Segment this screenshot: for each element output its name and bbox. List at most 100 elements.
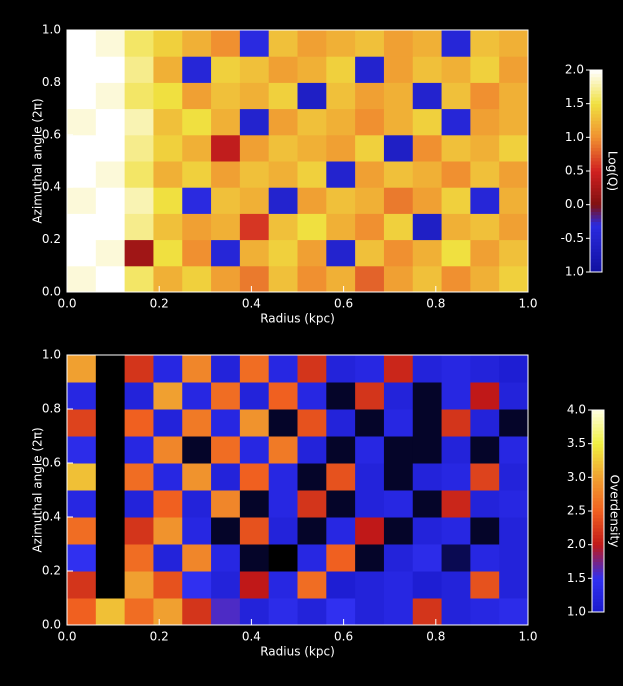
colorbar-segment [592, 598, 604, 603]
colorbar-segment [592, 578, 604, 583]
heat-cell [239, 517, 270, 545]
heat-cell [211, 30, 241, 57]
heat-cell [95, 490, 126, 518]
heat-cell [470, 436, 500, 464]
colorbar-segment [590, 238, 602, 243]
heat-cell [326, 30, 356, 57]
heat-cell [470, 409, 500, 437]
heat-cell [67, 544, 97, 572]
heat-cell [268, 490, 298, 518]
colorbar-tick-label: 1.5 [567, 571, 586, 585]
heat-cell [441, 544, 471, 572]
heat-cell [211, 187, 241, 214]
colorbar-segment [592, 571, 604, 576]
colorbar-segment [590, 73, 602, 78]
heat-cell [153, 161, 183, 188]
heat-cell [355, 30, 385, 57]
colorbar-segment [590, 228, 602, 233]
heat-cell [67, 355, 97, 383]
heat-cell [355, 382, 385, 410]
heat-cell [499, 187, 529, 214]
colorbar-segment [590, 197, 602, 202]
heat-cell [470, 382, 500, 410]
heat-cell [297, 436, 327, 464]
heat-cell [441, 571, 471, 599]
heat-cell [470, 265, 500, 293]
heat-cell [355, 82, 385, 110]
heat-cell [124, 213, 154, 241]
heat-cell [182, 517, 212, 545]
heat-cell [499, 436, 529, 464]
heat-cell [470, 187, 500, 214]
colorbar-segment [592, 436, 604, 441]
heat-cell [239, 134, 270, 162]
heat-cell [383, 436, 414, 464]
heat-cell [412, 490, 443, 518]
heat-cell [268, 82, 298, 110]
heat-cell [297, 598, 327, 626]
y-tick-label: 0.4 [42, 180, 61, 194]
heat-cell [182, 463, 212, 491]
heat-cell [153, 463, 183, 491]
heat-cell [326, 571, 356, 599]
heat-cell [297, 187, 327, 214]
heat-cell [383, 30, 414, 57]
heat-cell [441, 82, 471, 110]
colorbar-segment [590, 184, 602, 189]
heat-cell [182, 436, 212, 464]
heat-cell [383, 265, 414, 293]
colorbar-segment [590, 191, 602, 196]
heat-cell [268, 134, 298, 162]
colorbar-segment [592, 551, 604, 556]
heat-cell [67, 108, 97, 136]
heat-cell [124, 30, 154, 57]
colorbar-segment [590, 157, 602, 162]
x-tick-label: 0.6 [334, 297, 353, 311]
colorbar-segment [592, 480, 604, 485]
y-tick-label: 0.2 [42, 564, 61, 578]
heat-cell [499, 134, 529, 162]
heat-cell [239, 598, 270, 626]
heat-cell [124, 571, 154, 599]
heat-cell [297, 517, 327, 545]
heat-cell [470, 598, 500, 626]
heat-cell [182, 213, 212, 241]
heat-cell [441, 490, 471, 518]
heat-cell [412, 436, 443, 464]
heat-cell [297, 490, 327, 518]
colorbar-segment [590, 70, 602, 74]
colorbar-segment [592, 558, 604, 562]
heat-cell [499, 239, 529, 267]
colorbar-segment [590, 100, 602, 105]
heat-cell [182, 265, 212, 293]
heat-cell [153, 598, 183, 626]
colorbar-segment [590, 154, 602, 159]
heat-cell [239, 382, 270, 410]
heat-cell [95, 409, 126, 437]
heat-cell [153, 56, 183, 83]
heat-cell [211, 134, 241, 162]
heat-cell [182, 382, 212, 410]
heat-cell [383, 544, 414, 572]
heat-cell [383, 161, 414, 188]
heat-cell [412, 517, 443, 545]
heat-cell [412, 161, 443, 188]
colorbar-segment [590, 268, 602, 273]
heat-cell [67, 409, 97, 437]
heat-cell [95, 239, 126, 267]
heat-cell [124, 463, 154, 491]
y-tick-label: 0.0 [42, 618, 61, 632]
heat-cell [297, 161, 327, 188]
heat-cell [355, 490, 385, 518]
heat-cell [67, 30, 97, 57]
x-axis-label: Radius (kpc) [260, 312, 335, 326]
colorbar-segment [592, 467, 604, 472]
colorbar-segment [592, 531, 604, 536]
heat-cell [355, 409, 385, 437]
heat-cell [67, 463, 97, 491]
colorbar-tick-label: 1.0 [565, 130, 584, 144]
y-tick-label: 0.8 [42, 402, 61, 416]
colorbar-segment [590, 130, 602, 135]
x-tick-label: 0.6 [334, 630, 353, 644]
